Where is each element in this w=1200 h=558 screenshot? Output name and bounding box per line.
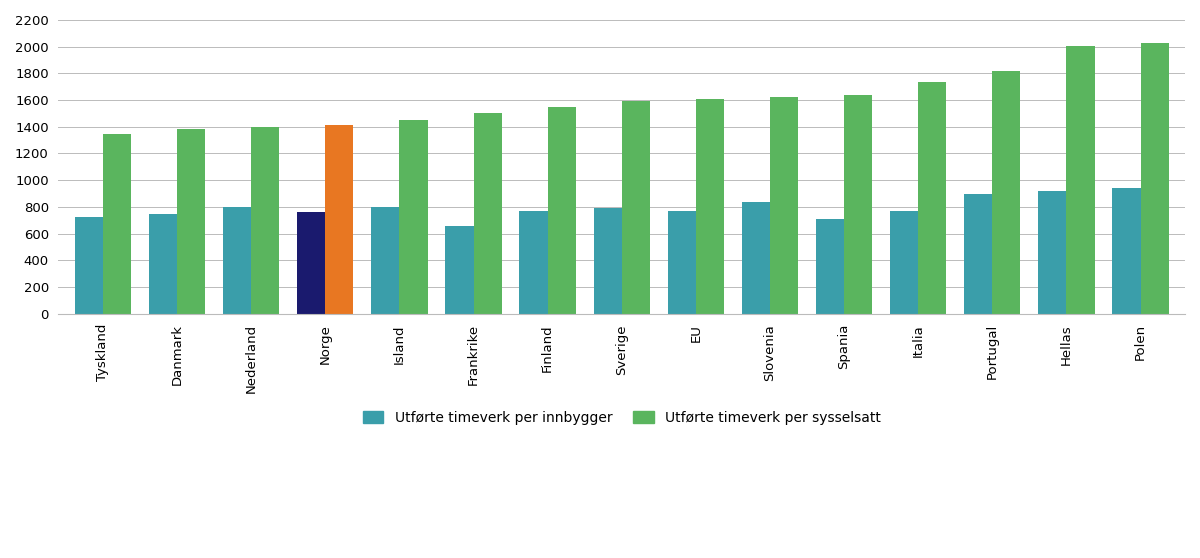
Bar [445, 225, 474, 314]
Bar [325, 125, 354, 314]
Bar [890, 211, 918, 314]
Bar [400, 120, 427, 314]
Bar [149, 214, 178, 314]
Bar [992, 71, 1020, 314]
Bar [667, 211, 696, 314]
Legend: Utførte timeverk per innbygger, Utførte timeverk per sysselsatt: Utførte timeverk per innbygger, Utførte … [358, 405, 887, 430]
Bar [371, 207, 400, 314]
Bar [74, 217, 103, 314]
Bar [918, 82, 947, 314]
Bar [103, 134, 131, 314]
Bar [816, 219, 844, 314]
Bar [964, 194, 992, 314]
Bar [547, 107, 576, 314]
Bar [474, 113, 502, 314]
Bar [251, 127, 280, 314]
Bar [1140, 44, 1169, 314]
Bar [178, 129, 205, 314]
Bar [742, 201, 770, 314]
Bar [1067, 46, 1094, 314]
Bar [770, 98, 798, 314]
Bar [696, 99, 724, 314]
Bar [1038, 191, 1067, 314]
Bar [594, 208, 622, 314]
Bar [298, 212, 325, 314]
Bar [520, 211, 547, 314]
Bar [844, 95, 872, 314]
Bar [622, 101, 650, 314]
Bar [1112, 187, 1140, 314]
Bar [223, 207, 251, 314]
